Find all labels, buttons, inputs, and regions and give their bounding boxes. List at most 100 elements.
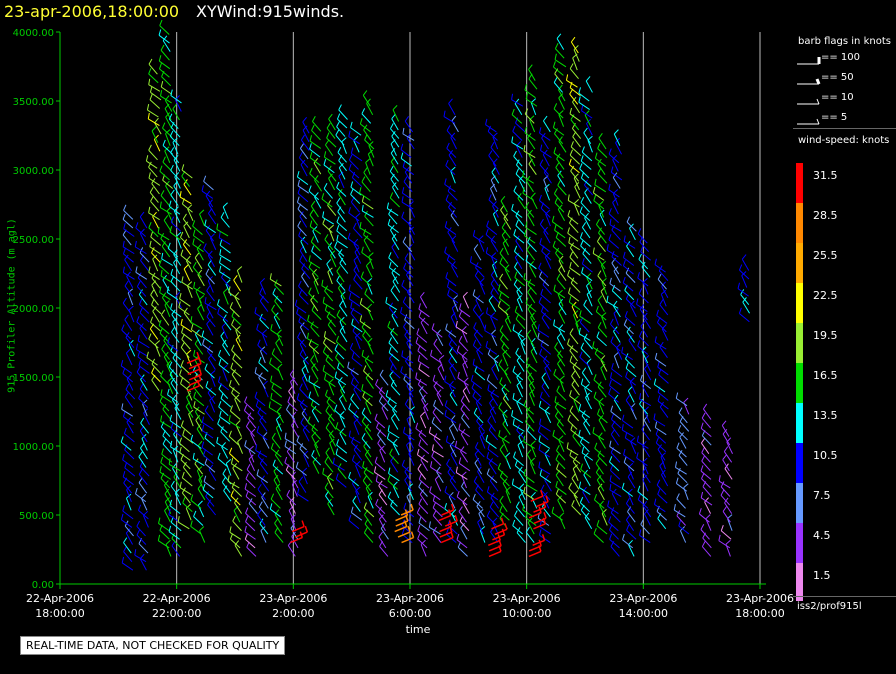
wind-barb [262,432,270,449]
wind-barb [138,359,150,374]
wind-barb [573,199,580,216]
wind-barb [403,262,414,278]
wind-barb [136,316,147,332]
wind-barb [120,359,133,374]
wind-barb [558,93,565,110]
wind-barb [374,413,386,429]
wind-barb [368,141,375,158]
wind-barb [704,497,712,514]
wind-barb [364,288,375,304]
wind-barb [308,185,320,201]
wind-barb [150,316,161,332]
wind-barb [151,367,162,383]
wind-barb [339,411,346,428]
wind-barb [182,429,194,444]
wind-barb [525,526,535,543]
wind-barb [473,244,482,261]
wind-barb [401,459,413,475]
wind-barb [448,98,456,116]
wind-barb [579,206,591,222]
wind-barb [277,363,284,381]
wind-barb [322,296,335,311]
wind-barb [205,190,214,208]
wind-barb [350,506,363,521]
wind-barb [323,183,333,199]
wind-barb [348,403,359,418]
wind-barb [138,469,148,485]
wind-barb [126,374,134,391]
wind-barb [161,343,170,360]
colorbar-label: 22.5 [813,289,838,302]
wind-barb [538,443,551,458]
wind-barb [525,357,537,372]
wind-barb [148,206,160,221]
wind-barb [636,298,648,313]
wind-barb [458,310,470,326]
colorbar-label: 25.5 [813,249,838,262]
wind-barb [193,391,205,407]
wind-barb [284,432,297,446]
wind-barb [551,215,564,230]
wind-barb [578,481,591,495]
wind-barb [321,193,333,208]
x-tick-label-date: 23-Apr-2006 [259,592,327,605]
wind-barb [552,240,564,256]
wind-barb [637,272,649,287]
wind-barb [515,117,526,133]
wind-barb [404,398,415,415]
wind-barb [389,165,399,182]
wind-barb [186,349,192,367]
wind-barb [542,149,550,167]
wind-barb [126,485,132,502]
wind-barb [487,443,499,458]
wind-barb [539,218,549,235]
wind-barb [257,339,268,355]
wind-barb [298,476,307,493]
wind-barb [498,359,508,376]
wind-barb [511,136,524,150]
legend-panel: barb flags in knots == 100 == 50 == 10 == 5… [793,28,896,623]
wind-barb [204,219,216,234]
wind-barb [490,389,499,406]
wind-barb [486,220,498,235]
wind-barb [359,118,371,133]
wind-barb [192,238,204,253]
wind-barb [420,411,427,429]
strong-wind-barb [400,503,414,516]
wind-barb [430,349,442,364]
wind-barb [148,333,159,349]
wind-barb [639,304,648,321]
wind-barb [475,295,482,312]
strong-wind-barb [492,528,506,541]
wind-barb [516,380,523,398]
wind-barb [499,444,508,461]
wind-barb [137,334,150,349]
wind-barb [159,165,170,181]
wind-barb [623,448,635,463]
wind-barb [624,310,636,326]
wind-barb [228,286,240,301]
wind-barb [161,252,174,266]
wind-barb [190,323,203,338]
wind-barb [527,517,535,535]
wind-barb [579,163,590,179]
wind-barb [475,397,483,415]
wind-barb [420,454,428,472]
wind-barb [656,309,668,324]
wind-barb [166,360,173,377]
wind-barb [569,81,581,97]
wind-barb [698,508,710,523]
wind-barb [470,374,483,389]
wind-barb [642,501,652,518]
wind-barb [353,273,363,290]
wind-barb [404,253,414,270]
wind-barb [538,435,551,449]
wind-barb [718,534,731,549]
wind-barb [148,144,158,161]
wind-barb [123,222,135,237]
wind-barb [350,393,360,410]
wind-barb [139,211,148,229]
wind-barb [404,314,415,330]
wind-barb [312,268,319,286]
wind-barb [499,247,509,264]
